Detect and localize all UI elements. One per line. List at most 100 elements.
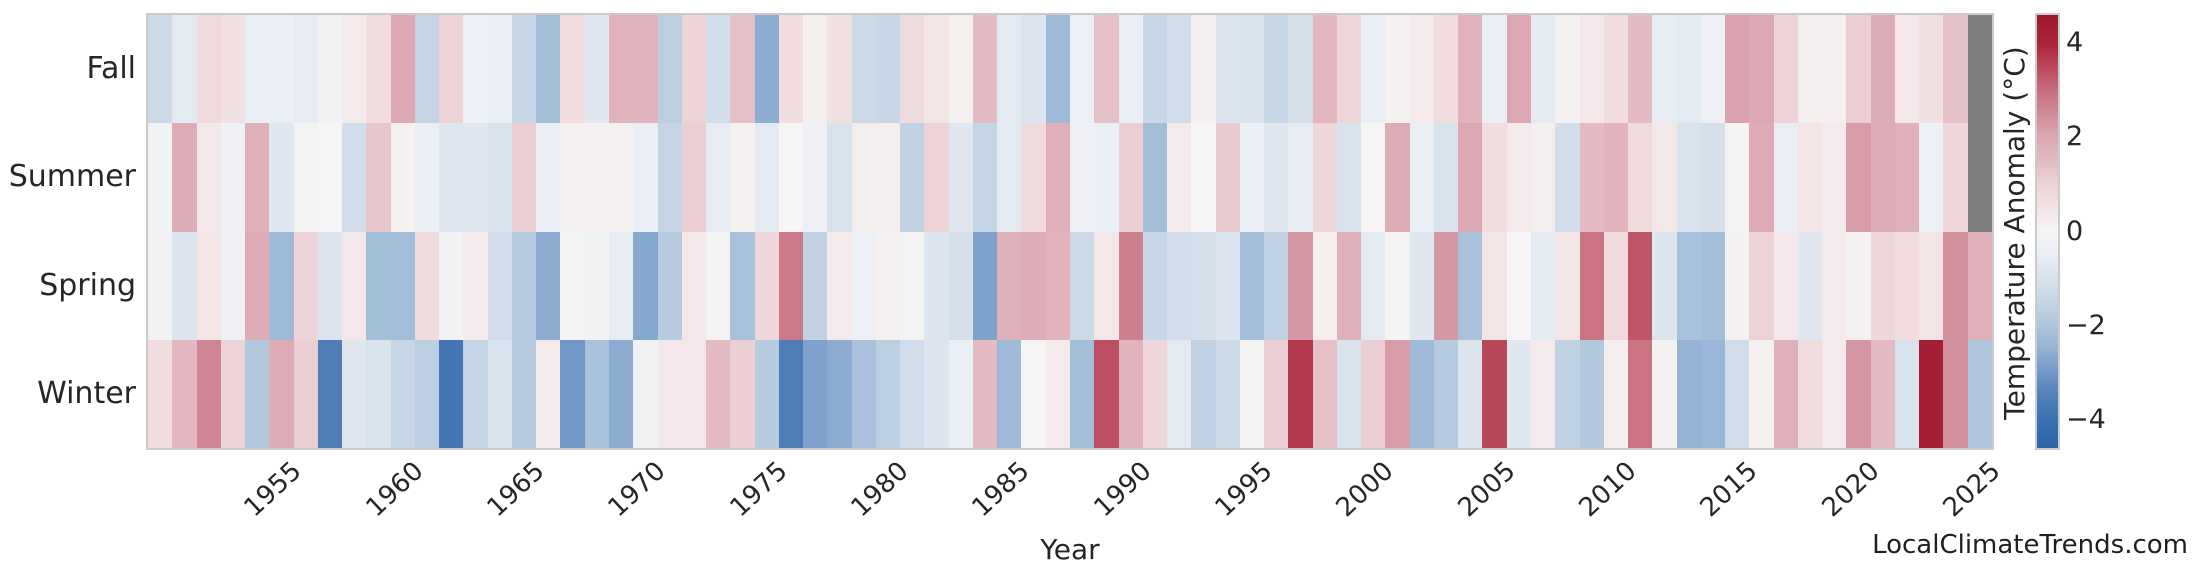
heatmap-cell [1361, 231, 1386, 340]
watermark-text: LocalClimateTrends.com [1872, 530, 2188, 560]
heatmap-cell [1215, 231, 1240, 340]
heatmap-cell [1749, 231, 1774, 340]
heatmap-cell [463, 231, 488, 340]
heatmap-cell [1700, 15, 1726, 124]
heatmap-cell [1652, 339, 1677, 448]
heatmap-cell [1531, 15, 1556, 124]
heatmap-cell [1603, 339, 1629, 448]
x-tick-1955: 1955 [239, 456, 308, 524]
heatmap-cell [414, 15, 440, 124]
heatmap-cell [1215, 15, 1240, 124]
heatmap-cell [778, 231, 804, 340]
heatmap-cell [997, 339, 1022, 448]
heatmap-cell [851, 339, 876, 448]
heatmap-cell [366, 123, 391, 232]
heatmap-cell [196, 339, 221, 448]
heatmap-cell [584, 339, 609, 448]
heatmap-cell [1094, 339, 1119, 448]
heatmap-cell [827, 123, 852, 232]
heatmap-cell [1312, 231, 1337, 340]
heatmap-cell [657, 123, 682, 232]
x-tick-1980: 1980 [845, 456, 915, 524]
heatmap-cell [1385, 339, 1410, 448]
heatmap-cell [1118, 231, 1143, 340]
heatmap-cell [1336, 339, 1362, 448]
heatmap-cell [439, 15, 464, 124]
heatmap-cell [1312, 123, 1337, 232]
heatmap-cell [196, 123, 221, 232]
heatmap-cell [1045, 123, 1070, 232]
heatmap-cell [366, 339, 391, 448]
heatmap-cell [1967, 123, 1992, 232]
heatmap-cell [536, 339, 561, 448]
heatmap-cell [172, 339, 197, 448]
heatmap-cell [1312, 15, 1337, 124]
heatmap-cell [754, 339, 779, 448]
heatmap-cell [1943, 339, 1968, 448]
heatmap-cell [1894, 123, 1920, 232]
heatmap-cell [924, 123, 949, 232]
heatmap-cell [997, 15, 1022, 124]
heatmap-cell [1264, 231, 1289, 340]
heatmap-cell [245, 15, 270, 124]
heatmap-cell [245, 339, 270, 448]
heatmap-cell [706, 15, 731, 124]
heatmap-cell [1919, 15, 1944, 124]
heatmap-cell [730, 15, 755, 124]
heatmap-cell [778, 123, 804, 232]
heatmap-cell [1433, 123, 1459, 232]
heatmap-cell [1264, 123, 1289, 232]
heatmap-cell [1773, 339, 1798, 448]
heatmap-cell [1628, 15, 1653, 124]
x-tick-2000: 2000 [1330, 456, 1400, 524]
heatmap-cell [1288, 231, 1313, 340]
heatmap-cell [1045, 339, 1070, 448]
heatmap-cell [1458, 15, 1483, 124]
heatmap-cell [851, 123, 876, 232]
heatmap-cell [972, 123, 998, 232]
heatmap-cell [390, 231, 415, 340]
heatmap-cell [1725, 123, 1750, 232]
x-axis-label: Year [1040, 533, 1100, 566]
colorbar-tick-4: 4 [2066, 27, 2084, 59]
heatmap-cell [1894, 339, 1920, 448]
heatmap-cell [1603, 15, 1629, 124]
heatmap-cell [900, 15, 925, 124]
heatmap-cell [900, 339, 925, 448]
heatmap-cell [1433, 231, 1459, 340]
heatmap-cell [1725, 15, 1750, 124]
heatmap-cell [366, 231, 391, 340]
heatmap-cell [293, 123, 318, 232]
heatmap-cell [1288, 123, 1313, 232]
heatmap-cell [1336, 231, 1362, 340]
heatmap-cell [1482, 339, 1507, 448]
heatmap-cell [633, 339, 658, 448]
heatmap-cell [851, 15, 876, 124]
heatmap-cell [390, 15, 415, 124]
x-tick-1965: 1965 [481, 456, 551, 524]
heatmap-cell [293, 231, 318, 340]
heatmap-cell [536, 15, 561, 124]
heatmap-cell [948, 15, 973, 124]
heatmap-cell [633, 15, 658, 124]
heatmap-cell [1191, 123, 1216, 232]
heatmap-cell [1943, 15, 1968, 124]
heatmap-cell [1749, 15, 1774, 124]
heatmap-cell [997, 231, 1022, 340]
heatmap-cell [1870, 123, 1895, 232]
heatmap-cell [948, 339, 973, 448]
heatmap-cell [1967, 339, 1992, 448]
heatmap-cell [681, 123, 707, 232]
heatmap-cell [609, 123, 634, 232]
heatmap-cell [754, 123, 779, 232]
heatmap-cell [1628, 339, 1653, 448]
heatmap-cell [1215, 123, 1240, 232]
x-tick-2005: 2005 [1452, 456, 1522, 524]
heatmap-cell [1409, 15, 1434, 124]
heatmap-cell [1555, 15, 1580, 124]
heatmap-cell [1579, 339, 1604, 448]
heatmap-cell [609, 339, 634, 448]
heatmap-cell [220, 15, 246, 124]
heatmap-cell [1652, 123, 1677, 232]
heatmap-cell [317, 15, 343, 124]
